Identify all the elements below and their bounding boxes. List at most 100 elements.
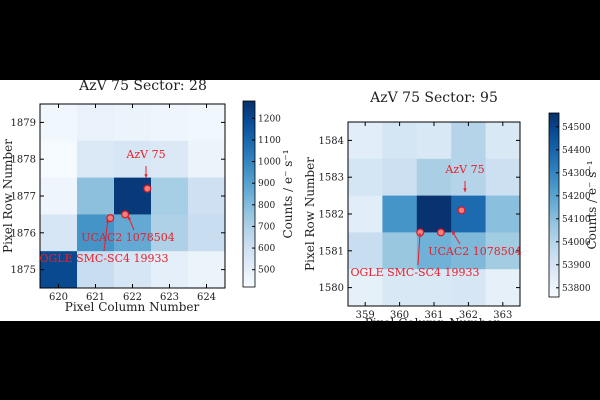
- chart1-heatmap-cell: [114, 177, 152, 215]
- chart1-heatmap-cell: [114, 104, 152, 142]
- chart2-annotation-arrow: [417, 232, 421, 266]
- chart2-heatmap-cell: [451, 269, 487, 307]
- chart1-heatmap-cell: [40, 251, 78, 289]
- chart2-colorbar: [548, 112, 560, 298]
- chart1-heatmap-cell: [188, 104, 226, 142]
- chart2-colorbar-tick-label: 54000: [562, 238, 591, 248]
- chart2-heatmap-cell: [485, 122, 521, 160]
- chart2-heatmap-cell: [382, 269, 418, 307]
- figure-panel: 620 621 622 623 624 1875 1876 1877 1878 1879 AzV 7…: [0, 80, 600, 321]
- chart2-x-tick-label: 363: [493, 310, 512, 321]
- chart2-heatmap-cell: [348, 122, 383, 160]
- chart2-heatmap-cell: [416, 122, 452, 160]
- chart2-colorbar-tick-label: 53800: [562, 284, 591, 294]
- chart1-y-tick-label: 1879: [11, 118, 36, 129]
- chart2-heatmap-cell: [416, 269, 452, 307]
- chart1-y-tick-label: 1877: [11, 192, 36, 203]
- chart2-annotation-arrowhead: [418, 233, 422, 237]
- chart2-heatmap-cell: [416, 195, 452, 233]
- chart1-colorbar-label: Counts / e⁻ s⁻¹: [281, 149, 295, 238]
- chart1-heatmap-cell: [114, 214, 152, 252]
- chart1-heatmap-cell: [151, 251, 189, 289]
- chart2-heatmap-cell: [382, 158, 418, 197]
- chart1-heatmap-cell: [40, 177, 78, 215]
- chart2-colorbar-tick-label: 54100: [562, 215, 591, 225]
- chart2-y-tick-label: 1582: [319, 210, 344, 221]
- chart1-heatmap-cell: [40, 214, 78, 252]
- chart1-heatmap-cell: [151, 214, 189, 252]
- chart1-colorbar-tick-label: 700: [258, 222, 275, 232]
- chart1-y-tick-label: 1878: [11, 155, 36, 166]
- chart2-colorbar-tick-label: 54500: [562, 123, 591, 133]
- chart1-heatmap-cell: [151, 140, 189, 179]
- chart1-heatmap-cell: [188, 214, 226, 252]
- chart1-colorbar-tick-label: 900: [258, 179, 275, 189]
- chart1-colorbar-tick-label: 1000: [258, 158, 281, 168]
- chart1-annotation-label: UCAC2 1078504: [81, 231, 175, 244]
- chart1-heatmap-cell: [114, 140, 152, 179]
- chart2-heatmap-cell: [451, 158, 487, 197]
- chart2-heatmap-cell: [348, 158, 383, 197]
- chart2-y-tick-label: 1581: [319, 246, 344, 257]
- chart2-heatmap-cell: [348, 232, 383, 270]
- chart1-star-marker-azv75: [143, 184, 152, 193]
- chart2-heatmap-cell: [485, 195, 521, 233]
- chart1-annotation-arrowhead: [105, 219, 110, 223]
- chart2-star-marker-azv75: [457, 206, 466, 215]
- chart1-heatmap-cell: [188, 177, 226, 215]
- chart1-annotation-label: AzV 75: [125, 148, 165, 161]
- chart1-heatmap-cell: [77, 251, 115, 289]
- chart1-y-tick-label: 1875: [11, 265, 36, 276]
- chart2-heatmap-cell: [348, 195, 383, 233]
- chart2-y-axis-label: Pixel Row Number: [303, 157, 317, 271]
- chart1-y-tick-label: 1876: [11, 228, 36, 239]
- chart1-title: AzV 75 Sector: 28: [78, 80, 207, 94]
- chart1-heatmap-cell: [40, 104, 78, 142]
- chart1-x-tick-label: 621: [86, 292, 105, 303]
- chart1-heatmap-cell: [77, 104, 115, 142]
- chart2-colorbar-tick-label: 54400: [562, 146, 591, 156]
- chart1-colorbar-tick-label: 600: [258, 244, 275, 254]
- chart1-annotation-label: OGLE SMC-SC4 19933: [39, 252, 168, 265]
- chart2-annotation-label: OGLE SMC-SC4 19933: [350, 266, 479, 279]
- chart1-heatmap-cell: [188, 140, 226, 179]
- chart2-annotation-label: UCAC2 1078504: [428, 245, 522, 258]
- chart2-annotation-arrowhead: [452, 231, 456, 235]
- chart1-x-tick-label: 620: [49, 292, 68, 303]
- chart2-x-axis-label: Pixel Column Number: [365, 316, 500, 321]
- chart1-annotation-arrow: [103, 218, 109, 252]
- chart1-colorbar-tick-label: 1100: [258, 136, 281, 146]
- chart1-y-axis-label: Pixel Row Number: [1, 139, 15, 253]
- chart2-x-tick-label: 361: [424, 310, 443, 321]
- chart2-colorbar-tick-label: 54300: [562, 169, 591, 179]
- chart1-heatmap-cell: [151, 177, 189, 215]
- chart1-x-axis-label: Pixel Column Number: [65, 300, 200, 314]
- chart2-title: AzV 75 Sector: 95: [369, 90, 498, 106]
- chart2-heatmap-cell: [485, 232, 521, 270]
- chart2-star-marker-ucac2: [436, 228, 445, 237]
- chart1-star-marker-ucac2: [121, 210, 130, 219]
- chart2-heatmap-cell: [451, 195, 487, 233]
- chart1-colorbar: [242, 100, 256, 288]
- chart2-colorbar-tick-label: 53900: [562, 261, 591, 271]
- chart2-y-tick-label: 1583: [319, 173, 344, 184]
- chart1-colorbar-tick-label: 500: [258, 266, 275, 276]
- chart2-heatmap-cell: [451, 122, 487, 160]
- figure-svg: 620 621 622 623 624 1875 1876 1877 1878 1879 AzV 7…: [1, 80, 599, 321]
- chart2-heatmap-cell: [485, 158, 521, 197]
- chart1-heatmap-cell: [77, 177, 115, 215]
- chart2-colorbar-label: Counts / e⁻ s⁻¹: [585, 160, 599, 249]
- chart2-y-tick-label: 1580: [319, 283, 344, 294]
- chart2-x-tick-label: 362: [459, 310, 478, 321]
- chart1-heatmap-cell: [114, 251, 152, 289]
- chart2-annotation-label: AzV 75: [444, 163, 484, 176]
- chart1-colorbar-tick-label: 800: [258, 201, 275, 211]
- chart2-heatmap-cell: [485, 269, 521, 307]
- chart2-heatmap-cell: [348, 269, 383, 307]
- chart2-heatmap-cell: [382, 232, 418, 270]
- chart2-y-tick-label: 1584: [319, 136, 344, 147]
- chart1-annotation-arrowhead: [144, 174, 148, 178]
- chart2-annotation-arrowhead: [463, 188, 467, 192]
- chart1-x-tick-label: 624: [197, 292, 216, 303]
- chart2-colorbar-tick-label: 54200: [562, 192, 591, 202]
